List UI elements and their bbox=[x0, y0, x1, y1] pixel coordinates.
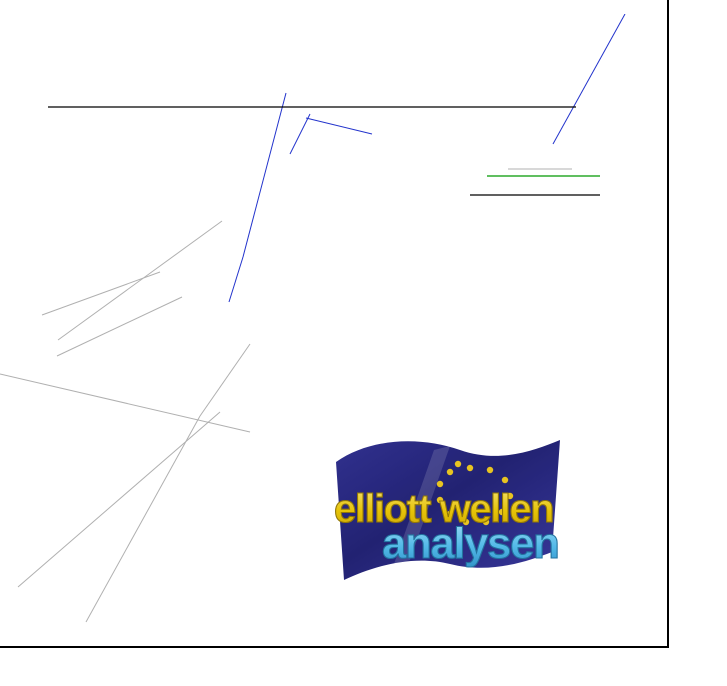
price-series-svg: .up { stroke:#007700; fill:#00aa00; } .d… bbox=[0, 14, 626, 623]
plot-area[interactable]: .up { stroke:#007700; fill:#00aa00; } .d… bbox=[0, 14, 668, 633]
plot-bottom-border bbox=[0, 646, 669, 648]
date-axis[interactable] bbox=[0, 650, 668, 686]
blue-trendline-group bbox=[228, 14, 626, 303]
price-axis[interactable] bbox=[669, 0, 727, 648]
fib-lines bbox=[48, 106, 600, 196]
trendline-group bbox=[0, 168, 572, 623]
plot-right-border bbox=[667, 0, 669, 648]
